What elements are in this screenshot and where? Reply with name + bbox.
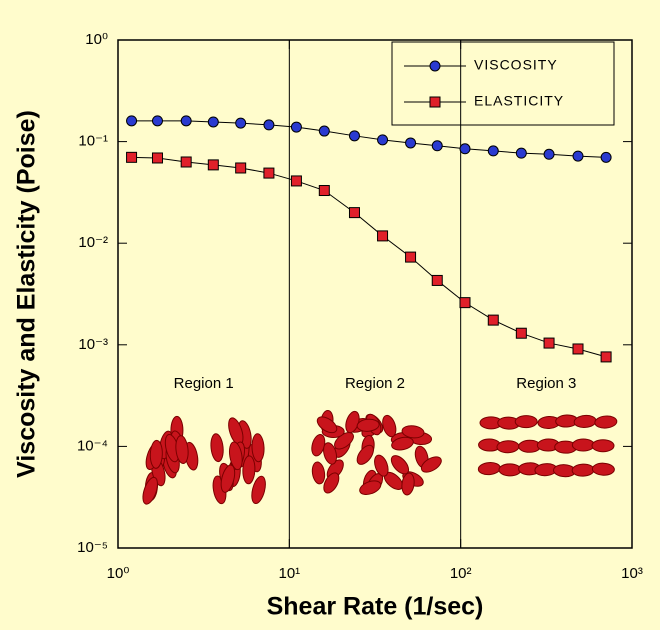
particle xyxy=(175,435,189,465)
particle xyxy=(242,455,256,485)
particle xyxy=(496,440,520,454)
marker xyxy=(290,175,302,187)
marker xyxy=(126,151,138,163)
marker xyxy=(543,148,555,160)
marker xyxy=(318,185,330,197)
particle xyxy=(498,463,522,477)
particle xyxy=(142,476,158,505)
marker xyxy=(151,152,163,164)
particle xyxy=(220,464,236,493)
marker xyxy=(377,134,389,146)
marker xyxy=(207,159,219,171)
particle xyxy=(571,463,595,477)
particle xyxy=(356,444,374,465)
particle xyxy=(251,475,266,505)
marker xyxy=(572,343,584,355)
particle xyxy=(149,439,163,469)
marker xyxy=(377,230,389,242)
particle xyxy=(316,416,338,434)
particle xyxy=(382,414,397,438)
y-tick-label: 10⁻⁴ xyxy=(77,437,108,454)
legend-marker xyxy=(429,96,441,108)
marker xyxy=(126,115,138,127)
marker xyxy=(431,274,443,286)
particle xyxy=(311,461,326,485)
marker xyxy=(151,115,163,127)
region-label: Region 2 xyxy=(345,375,405,392)
x-axis-title: Shear Rate (1/sec) xyxy=(267,593,484,621)
legend-label: VISCOSITY xyxy=(474,57,558,73)
region-label: Region 3 xyxy=(516,375,576,392)
marker xyxy=(600,351,612,363)
y-tick-label: 10⁻² xyxy=(78,234,108,251)
region-label: Region 1 xyxy=(174,375,234,392)
particle xyxy=(514,415,538,429)
marker xyxy=(405,137,417,149)
particle xyxy=(390,455,410,475)
plot-frame xyxy=(117,39,633,549)
marker xyxy=(515,147,527,159)
marker xyxy=(263,167,275,179)
marker xyxy=(487,314,499,326)
marker xyxy=(572,150,584,162)
particle xyxy=(228,441,243,471)
marker xyxy=(600,151,612,163)
marker xyxy=(207,116,219,128)
particle xyxy=(391,436,414,451)
marker xyxy=(543,337,555,349)
particle xyxy=(591,439,615,453)
marker xyxy=(459,143,471,155)
particle xyxy=(374,454,389,477)
marker xyxy=(235,162,247,174)
particle xyxy=(401,425,425,439)
marker xyxy=(318,125,330,137)
marker xyxy=(263,119,275,131)
marker xyxy=(348,207,360,219)
marker xyxy=(459,297,471,309)
particle xyxy=(401,472,415,496)
marker xyxy=(405,251,417,263)
marker xyxy=(235,117,247,129)
legend-box xyxy=(391,41,615,126)
legend-marker xyxy=(429,60,441,72)
marker xyxy=(487,145,499,157)
x-tick-label: 10² xyxy=(450,565,472,582)
marker xyxy=(515,327,527,339)
x-tick-label: 10³ xyxy=(621,565,643,582)
region-illustrations xyxy=(142,410,618,505)
y-tick-label: 10⁻⁵ xyxy=(77,539,108,556)
y-axis-title: Viscosity and Elasticity (Poise) xyxy=(13,110,41,478)
particle xyxy=(571,438,595,452)
particle xyxy=(359,480,382,496)
legend-label: ELASTICITY xyxy=(474,93,564,109)
particle xyxy=(594,415,618,429)
particle xyxy=(323,442,338,465)
y-tick-label: 10⁰ xyxy=(85,31,108,48)
marker xyxy=(290,121,302,133)
particle xyxy=(323,472,340,494)
marker xyxy=(180,115,192,127)
x-tick-label: 10¹ xyxy=(278,565,300,582)
particle xyxy=(210,433,224,463)
particle xyxy=(591,462,615,476)
particle xyxy=(251,433,265,463)
particle xyxy=(356,418,380,432)
marker xyxy=(431,140,443,152)
x-tick-label: 10⁰ xyxy=(107,565,130,582)
marker xyxy=(180,156,192,168)
marker xyxy=(348,130,360,142)
y-tick-label: 10⁻³ xyxy=(78,336,108,353)
particle xyxy=(420,456,442,473)
y-tick-label: 10⁻¹ xyxy=(78,133,108,150)
